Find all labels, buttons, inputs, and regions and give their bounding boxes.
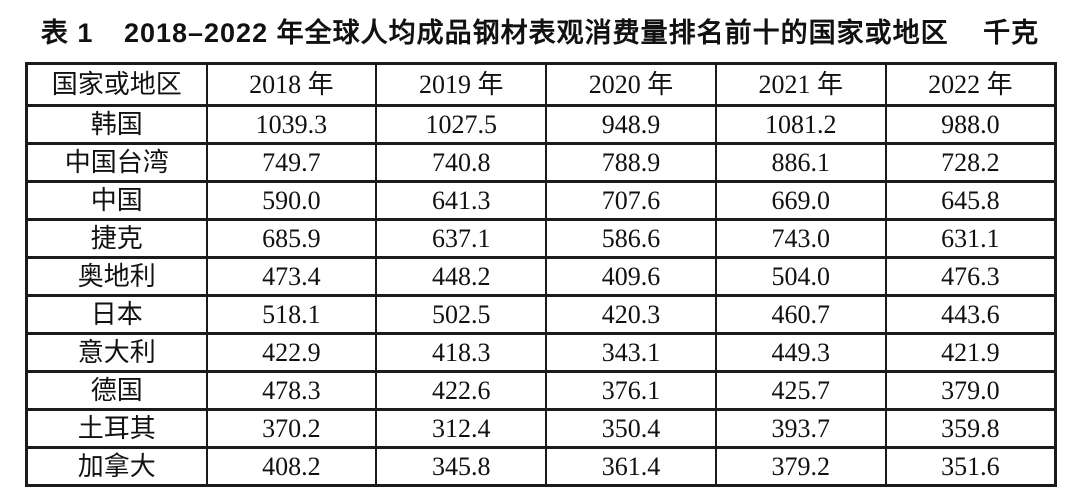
value-cell: 473.4 [205, 256, 378, 297]
value-cell: 376.1 [545, 370, 717, 411]
region-cell: 日本 [25, 294, 208, 335]
value-cell: 1027.5 [375, 104, 548, 145]
value-cell: 312.4 [375, 408, 548, 449]
value-cell: 788.9 [545, 142, 717, 183]
value-cell: 379.2 [714, 446, 887, 487]
value-cell: 590.0 [205, 180, 378, 221]
value-cell: 448.2 [375, 256, 548, 297]
value-cell: 1039.3 [205, 104, 378, 145]
column-header-2021: 2021 年 [714, 62, 887, 107]
value-cell: 707.6 [545, 180, 717, 221]
value-cell: 418.3 [375, 332, 548, 373]
table-header-row: 国家或地区 2018 年 2019 年 2020 年 2021 年 2022 年 [25, 62, 1057, 107]
column-header-2020: 2020 年 [545, 62, 717, 107]
value-cell: 379.0 [884, 370, 1057, 411]
table-row: 土耳其 370.2 312.4 350.4 393.7 359.8 [25, 408, 1057, 449]
region-cell: 中国 [25, 180, 208, 221]
table-caption-label: 表 1 [40, 18, 94, 48]
value-cell: 359.8 [884, 408, 1057, 449]
steel-consumption-table: 国家或地区 2018 年 2019 年 2020 年 2021 年 2022 年… [25, 62, 1057, 487]
value-cell: 645.8 [884, 180, 1057, 221]
value-cell: 502.5 [375, 294, 548, 335]
region-cell: 韩国 [25, 104, 208, 145]
region-cell: 土耳其 [25, 408, 208, 449]
value-cell: 1081.2 [714, 104, 887, 145]
value-cell: 350.4 [545, 408, 717, 449]
region-cell: 捷克 [25, 218, 208, 259]
value-cell: 518.1 [205, 294, 378, 335]
table-caption-title: 2018–2022 年全球人均成品钢材表观消费量排名前十的国家或地区 [123, 18, 949, 48]
value-cell: 351.6 [884, 446, 1057, 487]
table-row: 奥地利 473.4 448.2 409.6 504.0 476.3 [25, 256, 1057, 297]
value-cell: 886.1 [714, 142, 887, 183]
value-cell: 728.2 [884, 142, 1057, 183]
column-header-2018: 2018 年 [205, 62, 378, 107]
value-cell: 948.9 [545, 104, 717, 145]
region-cell: 奥地利 [25, 256, 208, 297]
table-row: 捷克 685.9 637.1 586.6 743.0 631.1 [25, 218, 1057, 259]
value-cell: 504.0 [714, 256, 887, 297]
table-caption: 表 1 2018–2022 年全球人均成品钢材表观消费量排名前十的国家或地区 千… [0, 0, 1080, 50]
value-cell: 443.6 [884, 294, 1057, 335]
value-cell: 393.7 [714, 408, 887, 449]
value-cell: 449.3 [714, 332, 887, 373]
value-cell: 420.3 [545, 294, 717, 335]
value-cell: 586.6 [545, 218, 717, 259]
value-cell: 476.3 [884, 256, 1057, 297]
value-cell: 631.1 [884, 218, 1057, 259]
value-cell: 749.7 [205, 142, 378, 183]
value-cell: 740.8 [375, 142, 548, 183]
value-cell: 478.3 [205, 370, 378, 411]
table-row: 中国 590.0 641.3 707.6 669.0 645.8 [25, 180, 1057, 221]
value-cell: 422.9 [205, 332, 378, 373]
value-cell: 421.9 [884, 332, 1057, 373]
value-cell: 361.4 [545, 446, 717, 487]
value-cell: 409.6 [545, 256, 717, 297]
value-cell: 345.8 [375, 446, 548, 487]
column-header-2022: 2022 年 [884, 62, 1057, 107]
value-cell: 425.7 [714, 370, 887, 411]
column-header-region: 国家或地区 [25, 62, 208, 107]
table-row: 日本 518.1 502.5 420.3 460.7 443.6 [25, 294, 1057, 335]
region-cell: 德国 [25, 370, 208, 411]
value-cell: 460.7 [714, 294, 887, 335]
table-row: 德国 478.3 422.6 376.1 425.7 379.0 [25, 370, 1057, 411]
value-cell: 669.0 [714, 180, 887, 221]
value-cell: 641.3 [375, 180, 548, 221]
value-cell: 637.1 [375, 218, 548, 259]
table-caption-unit: 千克 [983, 18, 1040, 48]
value-cell: 988.0 [884, 104, 1057, 145]
value-cell: 370.2 [205, 408, 378, 449]
region-cell: 意大利 [25, 332, 208, 373]
value-cell: 343.1 [545, 332, 717, 373]
value-cell: 743.0 [714, 218, 887, 259]
region-cell: 中国台湾 [25, 142, 208, 183]
value-cell: 408.2 [205, 446, 378, 487]
table-row: 韩国 1039.3 1027.5 948.9 1081.2 988.0 [25, 104, 1057, 145]
table-row: 加拿大 408.2 345.8 361.4 379.2 351.6 [25, 446, 1057, 487]
value-cell: 685.9 [205, 218, 378, 259]
value-cell: 422.6 [375, 370, 548, 411]
table-row: 中国台湾 749.7 740.8 788.9 886.1 728.2 [25, 142, 1057, 183]
column-header-2019: 2019 年 [375, 62, 548, 107]
region-cell: 加拿大 [25, 446, 208, 487]
table-row: 意大利 422.9 418.3 343.1 449.3 421.9 [25, 332, 1057, 373]
